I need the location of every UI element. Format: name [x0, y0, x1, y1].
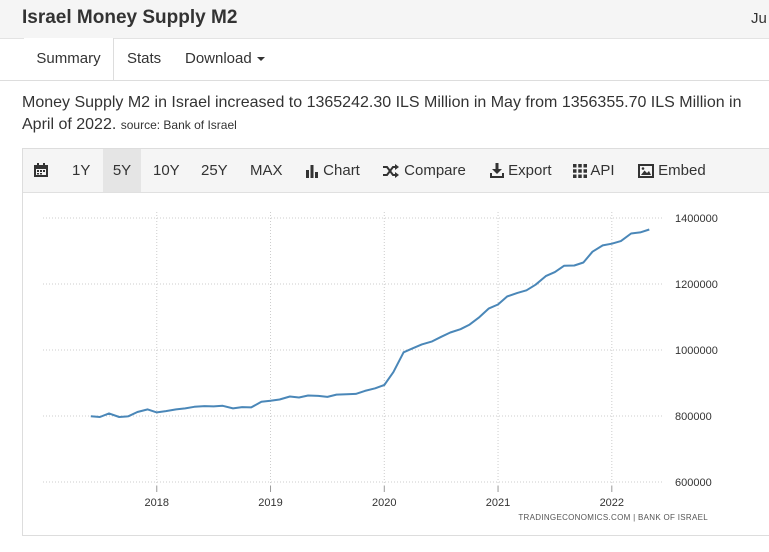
x-axis-labels: 2018 2019 2020 2021 2022 — [145, 486, 624, 509]
summary-line-2: April of 2022. — [22, 116, 117, 133]
y-tick-label: 1200000 — [675, 279, 718, 291]
tab-bar: Summary Stats Download — [0, 38, 769, 81]
chart-button-label: Chart — [323, 162, 360, 179]
header-date-text: Ju — [751, 10, 767, 27]
summary-line-1: Money Supply M2 in Israel increased to 1… — [22, 94, 742, 111]
bar-chart-icon — [306, 165, 318, 178]
tab-stats[interactable]: Stats — [127, 50, 162, 67]
y-tick-label: 1400000 — [675, 213, 718, 225]
compare-button[interactable]: Compare — [382, 149, 466, 192]
chart-panel: 1Y 5Y 10Y 25Y MAX Chart Compare Export A… — [22, 148, 769, 536]
grid-icon — [573, 164, 587, 178]
series-layer — [90, 228, 650, 418]
x-tick-label: 2022 — [600, 497, 624, 509]
caret-down-icon — [256, 57, 265, 62]
api-button[interactable]: API — [573, 149, 615, 192]
chart-area: 2018 2019 2020 2021 2022 600000 800000 1000000… — [43, 212, 718, 522]
x-tick-label: 2018 — [145, 497, 169, 509]
shuffle-icon — [383, 164, 399, 178]
export-button-label: Export — [508, 162, 552, 179]
tab-download[interactable]: Download — [185, 38, 265, 79]
embed-button[interactable]: Embed — [638, 149, 706, 192]
series-line — [90, 228, 650, 418]
download-icon — [490, 163, 504, 178]
x-tick-label: 2021 — [486, 497, 510, 509]
export-button[interactable]: Export — [490, 149, 552, 192]
range-10y-button[interactable]: 10Y — [153, 162, 180, 179]
range-25y-button[interactable]: 25Y — [201, 162, 228, 179]
embed-button-label: Embed — [658, 162, 706, 179]
title-bar: Israel Money Supply M2 Ju — [0, 0, 769, 39]
chart-type-button[interactable]: Chart — [305, 149, 360, 192]
page-title: Israel Money Supply M2 — [22, 7, 238, 28]
image-icon — [638, 164, 654, 178]
compare-button-label: Compare — [404, 162, 466, 179]
range-1y-button[interactable]: 1Y — [72, 162, 91, 179]
watermark-text: TRADINGECONOMICS.COM | BANK OF ISRAEL — [518, 513, 708, 522]
x-tick-label: 2019 — [258, 497, 282, 509]
y-tick-label: 600000 — [675, 477, 712, 489]
range-max-button[interactable]: MAX — [250, 162, 283, 179]
y-tick-label: 800000 — [675, 411, 712, 423]
y-axis-labels: 600000 800000 1000000 1200000 1400000 — [675, 213, 718, 489]
grid-lines — [43, 212, 663, 486]
tab-download-label: Download — [185, 50, 252, 67]
api-button-label: API — [590, 162, 615, 179]
tab-summary[interactable]: Summary — [24, 38, 114, 80]
calendar-icon[interactable] — [33, 149, 55, 192]
summary-text: Money Supply M2 in Israel increased to 1… — [22, 92, 769, 136]
chart-toolbar: 1Y 5Y 10Y 25Y MAX Chart Compare Export A… — [23, 149, 769, 193]
source-note: source: Bank of Israel — [120, 118, 237, 132]
x-tick-label: 2020 — [372, 497, 396, 509]
range-5y-button[interactable]: 5Y — [103, 149, 141, 192]
y-tick-label: 1000000 — [675, 345, 718, 357]
